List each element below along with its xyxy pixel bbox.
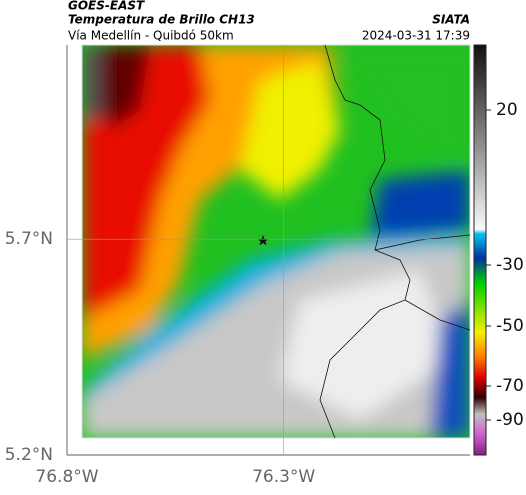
colorbar <box>473 44 487 456</box>
image-frame <box>81 44 471 439</box>
location-marker <box>257 235 269 246</box>
colorbar-tick-label: -90 <box>496 410 524 430</box>
satellite-image <box>82 45 470 438</box>
product: Temperatura de Brillo CH13 <box>68 13 255 27</box>
border <box>374 234 471 331</box>
colorbar-tick-label: -30 <box>496 255 524 275</box>
datetime: 2024-03-31 17:39 <box>362 29 470 43</box>
satellite: GOES-EAST <box>68 0 145 13</box>
x-tick-label: 76.3°W <box>252 467 315 487</box>
colorbar-tick-label: -70 <box>496 376 524 396</box>
region: Vía Medellín - Quibdó 50km <box>68 29 234 43</box>
y-tick-label: 5.2°N <box>5 445 53 465</box>
colorbar-tick-label: 20 <box>496 100 518 120</box>
y-tick-label: 5.7°N <box>5 229 53 249</box>
colorbar-tick-label: -50 <box>496 316 524 336</box>
x-tick-label: 76.8°W <box>35 467 98 487</box>
source: SIATA <box>432 13 470 27</box>
